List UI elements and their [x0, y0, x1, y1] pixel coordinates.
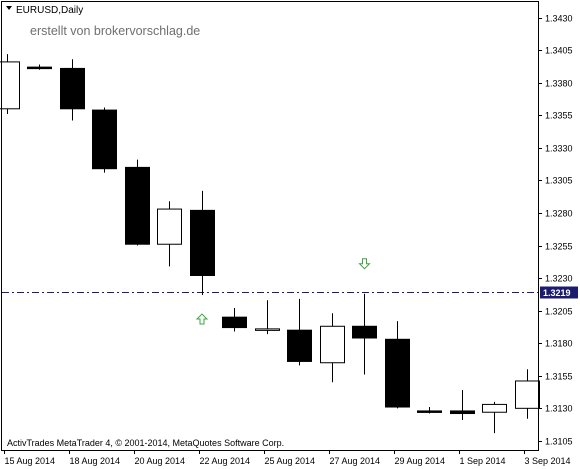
candle — [255, 300, 280, 335]
x-tick-label: 18 Aug 2014 — [70, 456, 121, 466]
y-tick-label: 1.3155 — [545, 372, 573, 382]
y-tick-label: 1.3305 — [545, 176, 573, 186]
plot-frame — [1, 1, 539, 451]
candle — [92, 107, 117, 173]
candle — [515, 369, 540, 419]
candle-body-bearish — [450, 410, 475, 415]
fractal-down-arrow-icon — [195, 313, 209, 325]
x-tick-label: 3 Sep 2014 — [525, 456, 571, 466]
symbol-dropdown-icon[interactable] — [6, 6, 12, 10]
candle — [222, 308, 247, 332]
x-tick-label: 15 Aug 2014 — [5, 456, 56, 466]
y-tick-label: 1.3105 — [545, 437, 573, 447]
candle — [385, 321, 410, 409]
y-tick-label: 1.3355 — [545, 111, 573, 121]
axes — [1, 1, 539, 451]
x-tick-label: 27 Aug 2014 — [330, 456, 381, 466]
candle — [450, 390, 475, 421]
candle-body-bullish — [515, 380, 540, 409]
candle — [157, 201, 182, 267]
y-tick-label: 1.3205 — [545, 307, 573, 317]
x-axis: 15 Aug 2014 18 Aug 2014 20 Aug 2014 22 Aug … — [4, 450, 571, 466]
y-tick-label: 1.3405 — [545, 46, 573, 56]
candle — [27, 64, 52, 70]
candle-body-bullish — [482, 403, 507, 413]
y-tick-label: 1.3380 — [545, 79, 573, 89]
x-tick-label: 1 Sep 2014 — [460, 456, 506, 466]
candle — [125, 159, 150, 246]
y-tick-label: 1.3180 — [545, 339, 573, 349]
symbol-label[interactable]: EURUSD,Daily — [16, 5, 83, 16]
candle-body-bearish — [417, 410, 442, 413]
candle-body-bearish — [27, 66, 52, 70]
candle-body-bearish — [352, 325, 377, 339]
candle-body-bearish — [222, 316, 247, 329]
y-tick-label: 1.3130 — [545, 404, 573, 414]
candle-body-bullish — [157, 208, 182, 245]
y-tick-label: 1.3255 — [545, 242, 573, 252]
candle — [482, 401, 507, 434]
candle-body-bearish — [385, 338, 410, 408]
y-tick-label: 1.3330 — [545, 144, 573, 154]
candle-body-bullish — [320, 325, 345, 364]
candle-body-bullish — [0, 61, 20, 110]
svg-text:1.3219: 1.3219 — [543, 288, 571, 298]
candle-body-bearish — [287, 329, 312, 362]
y-tick-label: 1.3280 — [545, 209, 573, 219]
candle — [417, 407, 442, 414]
candle-body-bearish — [125, 166, 150, 245]
copyright-text: ActivTrades MetaTrader 4, © 2001-2014, M… — [7, 438, 284, 448]
x-tick-label: 22 Aug 2014 — [200, 456, 251, 466]
candle — [60, 59, 85, 121]
x-tick-label: 20 Aug 2014 — [135, 456, 186, 466]
candle — [287, 298, 312, 366]
candle-body-bearish — [190, 209, 215, 276]
y-axis: 1.3430 1.3405 1.3380 1.3355 1.3330 1.3305 1.32… — [538, 14, 578, 447]
candle-body-bearish — [60, 67, 85, 110]
candle — [190, 190, 215, 296]
x-tick-label: 29 Aug 2014 — [395, 456, 446, 466]
candle — [320, 313, 345, 383]
watermark-text: erstellt von brokervorschlag.de — [30, 24, 200, 38]
fractal-up-arrow-icon — [358, 258, 371, 270]
current-price-label: 1.3219 — [540, 286, 578, 299]
x-tick-label: 25 Aug 2014 — [265, 456, 316, 466]
candle-body-bullish — [255, 328, 280, 331]
y-tick-label: 1.3230 — [545, 274, 573, 284]
plot-area — [0, 54, 540, 434]
candle-body-bearish — [92, 109, 117, 170]
candle — [0, 54, 20, 114]
candle — [352, 293, 377, 375]
y-tick-label: 1.3430 — [545, 14, 573, 24]
